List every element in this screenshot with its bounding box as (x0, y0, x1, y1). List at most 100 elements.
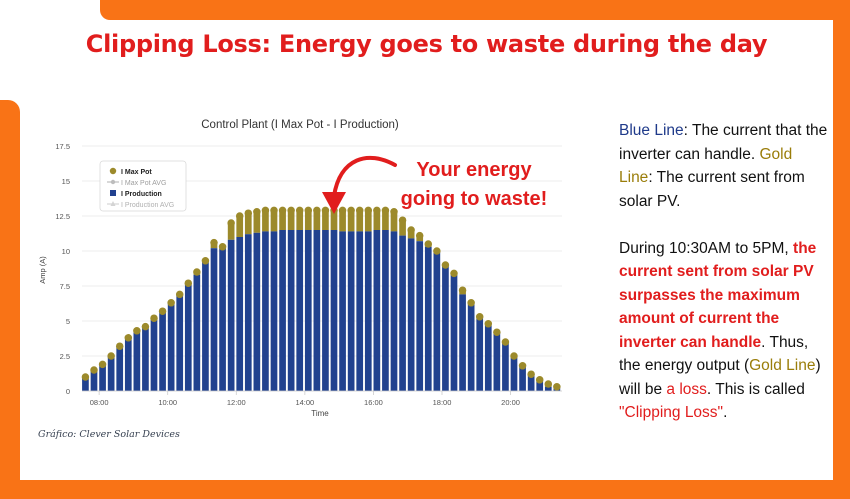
max-pot-point (544, 380, 553, 388)
y-tick-label: 5 (66, 317, 70, 326)
production-bar (159, 311, 166, 391)
chart-legend: I Max Pot I Max Pot AVG I Production I P… (99, 160, 187, 212)
production-bar (493, 332, 501, 391)
production-bar (116, 346, 124, 391)
max-pot-bar (356, 210, 364, 232)
gold-line-label: Gold Line (619, 145, 793, 187)
max-pot-point (278, 206, 287, 215)
production-bar (184, 283, 192, 391)
max-pot-point (167, 299, 175, 307)
max-pot-bar (270, 210, 278, 232)
y-tick-label: 17.5 (55, 142, 70, 151)
max-pot-bar (287, 210, 295, 230)
max-pot-bar (244, 213, 252, 235)
x-tick-label: 08:00 (90, 398, 109, 407)
max-pot-point (98, 360, 107, 369)
max-pot-point (441, 261, 450, 269)
orange-frame-left (0, 100, 20, 499)
production-bar (450, 273, 458, 391)
max-pot-point (501, 338, 510, 346)
max-pot-bar (330, 210, 338, 230)
x-tick-label: 14:00 (295, 398, 314, 407)
x-tick-label: 12:00 (227, 398, 246, 407)
production-bar (322, 230, 329, 391)
production-bar (407, 238, 415, 391)
max-pot-point (321, 206, 330, 215)
production-bar (373, 230, 381, 391)
max-pot-point (244, 209, 253, 217)
max-pot-point (527, 370, 535, 378)
chart-x-label: Time (311, 409, 329, 418)
production-bar (107, 356, 115, 391)
max-pot-point (330, 206, 338, 215)
chart-bars (82, 210, 561, 391)
production-bar (253, 232, 261, 391)
y-tick-label: 12.5 (55, 212, 70, 221)
production-bar (202, 260, 209, 391)
production-bar (279, 230, 286, 391)
max-pot-bar (253, 211, 261, 233)
max-pot-point (450, 269, 458, 278)
production-bar (399, 235, 406, 391)
production-bar (424, 246, 432, 391)
x-tick-label: 18:00 (433, 398, 452, 407)
y-tick-label: 15 (62, 177, 70, 186)
production-bar (167, 302, 175, 391)
max-pot-point (433, 247, 441, 255)
p2-loss: a loss (666, 380, 707, 398)
max-pot-point (201, 257, 210, 265)
production-bar (227, 239, 235, 391)
p2-end: . (723, 404, 728, 421)
production-bar (90, 370, 98, 391)
max-pot-point (467, 299, 475, 307)
max-pot-point (253, 208, 261, 216)
max-pot-point (227, 219, 235, 227)
max-pot-point (381, 206, 390, 215)
y-tick-label: 7.5 (60, 282, 70, 291)
max-pot-point (355, 206, 364, 215)
legend-production-avg-marker (110, 201, 116, 206)
production-bar (313, 230, 321, 391)
max-pot-point (338, 206, 347, 215)
legend-production-marker (110, 190, 116, 196)
x-tick-label: 10:00 (158, 398, 177, 407)
max-pot-point (304, 206, 313, 215)
p2-emphasis: the current sent from solar PV surpasses… (619, 239, 817, 351)
max-pot-point (81, 373, 90, 381)
max-pot-point (364, 206, 373, 215)
max-pot-point (295, 206, 304, 215)
production-bar (502, 342, 509, 391)
production-bar (210, 248, 218, 391)
max-pot-bar (382, 210, 389, 230)
chart-y-axis: 0 2.5 5 7.5 10 12.5 15 17.5 (55, 142, 70, 396)
production-bar (476, 316, 484, 391)
max-pot-point (210, 238, 218, 247)
production-bar (536, 379, 544, 391)
production-bar (244, 234, 252, 391)
production-bar (82, 377, 89, 391)
chart-panel: Control Plant (I Max Pot - I Production)… (30, 108, 570, 440)
page-title: Clipping Loss: Energy goes to waste duri… (85, 30, 768, 58)
y-tick-label: 2.5 (60, 352, 70, 361)
max-pot-bar (390, 211, 398, 232)
production-bar (510, 356, 518, 391)
max-pot-bar (373, 210, 381, 230)
production-bar (99, 364, 106, 391)
max-pot-point (518, 362, 527, 370)
max-pot-bar (296, 210, 304, 230)
production-bar (347, 231, 355, 391)
max-pot-bar (322, 210, 329, 230)
max-pot-point (287, 206, 295, 215)
max-pot-bar (304, 210, 312, 230)
max-pot-point (415, 231, 424, 240)
callout-line-2: going to waste! (400, 188, 548, 210)
production-bar (390, 231, 398, 391)
chart-max-pot-points (81, 206, 561, 391)
paragraph-gap (619, 213, 829, 237)
legend-box (99, 160, 187, 212)
max-pot-point (193, 268, 201, 276)
explanation-panel: Blue Line: The current that the inverter… (619, 119, 829, 425)
production-bar (519, 365, 526, 391)
chart-credit: Gráfico: Clever Solar Devices (38, 429, 180, 440)
gold-line-text: : The current sent from solar PV. (619, 169, 805, 210)
